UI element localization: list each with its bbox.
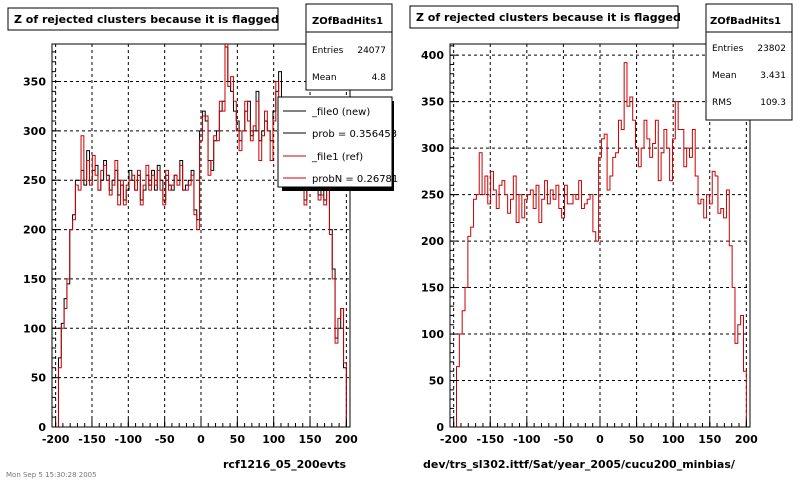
- left-legend-box: _file0 (new) prob = 0.356453 _file1 (ref…: [277, 96, 398, 191]
- right-stats-entries-label: Entries: [712, 44, 744, 54]
- y-tick-label: 400: [421, 49, 444, 62]
- left-stats-entries-value: 24077: [357, 46, 386, 56]
- left-stats-mean-label: Mean: [312, 73, 337, 83]
- x-tick-label: -200: [42, 433, 70, 446]
- y-tick-label: 150: [23, 273, 46, 286]
- footer-timestamp: Mon Sep 5 15:30:28 2005: [6, 471, 97, 479]
- right-chart-title: Z of rejected clusters because it is fla…: [416, 11, 681, 24]
- y-tick-label: 0: [38, 421, 46, 434]
- y-tick-label: 100: [23, 322, 46, 335]
- left-stats-entries-label: Entries: [312, 46, 344, 56]
- right-stats-rms-label: RMS: [712, 98, 732, 108]
- left-title-box: Z of rejected clusters because it is fla…: [7, 7, 279, 31]
- right-stats-name: ZOfBadHits1: [710, 16, 781, 27]
- legend-label-new: _file0 (new): [311, 107, 370, 118]
- y-tick-label: 250: [421, 189, 444, 202]
- right-histogram-panel: -200 -150 -100 -50 0 50 100 150 200 0 50 100 150 200 2…: [409, 3, 793, 471]
- right-stats-box: ZOfBadHits1 Entries 23802 Mean 3.431 RMS…: [705, 3, 793, 121]
- right-x-axis-label: dev/trs_sl302.ittf/Sat/year_2005/cucu200…: [423, 458, 736, 471]
- x-tick-label: -100: [115, 433, 143, 446]
- right-stats-rms-value: 109.3: [760, 98, 786, 108]
- y-tick-label: 200: [23, 224, 46, 237]
- y-tick-label: 100: [421, 328, 444, 341]
- y-tick-label: 300: [421, 142, 444, 155]
- x-tick-label: 50: [629, 433, 645, 446]
- x-tick-label: -50: [553, 433, 573, 446]
- x-tick-label: 150: [698, 433, 721, 446]
- left-stats-box: ZOfBadHits1 Entries 24077 Mean 4.8: [305, 3, 393, 91]
- right-axis-ticks: -200 -150 -100 -50 0 50 100 150 200 0 50 100 150 200 2…: [421, 45, 758, 446]
- histogram-series-ref: [453, 62, 747, 427]
- x-tick-label: 200: [735, 433, 758, 446]
- legend-label-prob: prob = 0.356453: [312, 129, 397, 140]
- x-tick-label: 50: [230, 433, 246, 446]
- x-tick-label: -150: [78, 433, 106, 446]
- legend-label-probn: probN = 0.26781: [312, 174, 398, 185]
- x-tick-label: -100: [513, 433, 541, 446]
- left-histogram-panel: -200 -150 -100 -50 0 50 100 150 200 0 50 100 150 200 2…: [7, 3, 398, 471]
- right-grid: [450, 44, 750, 427]
- x-tick-label: -150: [476, 433, 504, 446]
- left-stats-mean-value: 4.8: [372, 73, 387, 83]
- x-tick-label: 0: [197, 433, 205, 446]
- x-tick-label: -50: [155, 433, 175, 446]
- right-stats-mean-value: 3.431: [760, 71, 786, 81]
- y-tick-label: 350: [421, 96, 444, 109]
- x-tick-label: 150: [299, 433, 322, 446]
- legend-label-ref: _file1 (ref): [311, 152, 363, 163]
- x-tick-label: 200: [335, 433, 358, 446]
- left-x-axis-label: rcf1216_05_200evts: [223, 458, 347, 471]
- x-tick-label: 100: [662, 433, 685, 446]
- right-histogram-lines: [453, 62, 747, 427]
- x-tick-label: 0: [596, 433, 604, 446]
- y-tick-label: 250: [23, 174, 46, 187]
- left-legend-frame: [277, 96, 393, 188]
- y-tick-label: 50: [31, 372, 47, 385]
- right-stats-entries-value: 23802: [757, 44, 786, 54]
- y-tick-label: 350: [23, 76, 46, 89]
- left-stats-name: ZOfBadHits1: [312, 16, 383, 27]
- left-axis-ticks: -200 -150 -100 -50 0 50 100 150 200 0 50 100 150 200 2…: [23, 51, 358, 446]
- right-stats-mean-label: Mean: [712, 71, 737, 81]
- x-tick-label: -200: [440, 433, 468, 446]
- y-tick-label: 150: [421, 282, 444, 295]
- y-tick-label: 0: [436, 421, 444, 434]
- y-tick-label: 50: [429, 375, 445, 388]
- left-chart-title: Z of rejected clusters because it is fla…: [14, 13, 279, 26]
- y-tick-label: 200: [421, 235, 444, 248]
- right-title-box: Z of rejected clusters because it is fla…: [409, 5, 681, 29]
- x-tick-label: 100: [262, 433, 285, 446]
- y-tick-label: 300: [23, 125, 46, 138]
